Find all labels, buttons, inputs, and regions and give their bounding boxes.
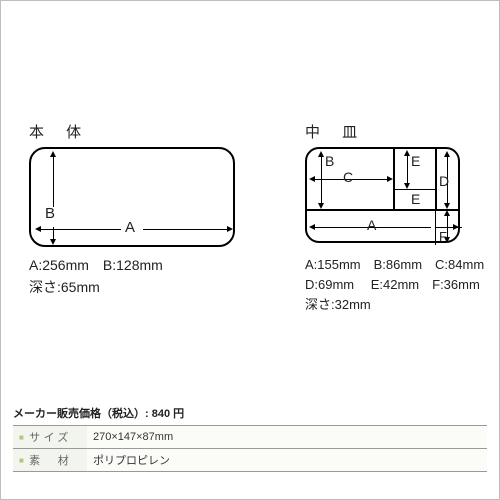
nakazu-F-line <box>447 212 448 240</box>
arrow-icon <box>318 203 324 209</box>
spec-val-material: ポリプロピレン <box>87 449 487 472</box>
spec-key-material: 素 材 <box>13 449 87 472</box>
hontai-dim-row-1: A:256mm B:128mm <box>29 255 163 277</box>
hontai-dim-row-2: 深さ:65mm <box>29 277 163 299</box>
hontai-A-line <box>39 229 121 230</box>
arrow-icon <box>404 150 410 156</box>
product-spec-diagram: 本 体 B A A:256mm B:128mm 深さ:65mm 中 皿 <box>0 0 500 500</box>
hontai-B-label: B <box>45 205 55 222</box>
hontai-dimensions-text: A:256mm B:128mm 深さ:65mm <box>29 255 163 298</box>
arrow-icon <box>444 210 450 216</box>
hontai-A-label: A <box>125 219 135 236</box>
arrow-icon <box>309 176 315 182</box>
arrow-icon <box>404 183 410 189</box>
nakazu-dim-row-3: 深さ:32mm <box>305 295 484 315</box>
nakazu-D-label: D <box>439 173 449 189</box>
nakazu-F-label: F <box>439 229 447 244</box>
arrow-icon <box>318 151 324 157</box>
diagram-area: 本 体 B A A:256mm B:128mm 深さ:65mm 中 皿 <box>29 121 473 351</box>
table-row: サイズ 270×147×87mm <box>13 426 487 449</box>
arrow-icon <box>227 226 233 232</box>
price-label: メーカー販売価格（税込）: <box>13 408 149 420</box>
nakazu-dim-row-2: D:69mm E:42mm F:36mm <box>305 275 484 295</box>
spec-table: サイズ 270×147×87mm 素 材 ポリプロピレン <box>13 425 487 472</box>
price-value: 840 円 <box>152 408 184 420</box>
bottom-spec-block: メーカー販売価格（税込）: 840 円 サイズ 270×147×87mm 素 材… <box>13 405 487 469</box>
price-line: メーカー販売価格（税込）: 840 円 <box>13 405 487 425</box>
nakazu-dim-row-1: A:155mm B:86mm C:84mm <box>305 255 484 275</box>
nakazu-A-line2 <box>441 227 455 228</box>
hontai-title: 本 体 <box>29 121 90 142</box>
nakazu-dimensions-text: A:155mm B:86mm C:84mm D:69mm E:42mm F:36… <box>305 255 484 315</box>
hontai-B-line <box>53 153 54 207</box>
nakazu-divider-v1 <box>393 149 395 209</box>
nakazu-divider-h-right <box>393 189 437 190</box>
nakazu-divider-v3 <box>435 209 436 245</box>
nakazu-E-label-2: E <box>411 191 420 207</box>
arrow-icon <box>35 226 41 232</box>
hontai-A-line2 <box>143 229 229 230</box>
spec-key-size: サイズ <box>13 426 87 449</box>
nakazu-divider-v2 <box>435 149 437 209</box>
hontai-box: B A <box>29 147 235 247</box>
arrow-icon <box>50 151 56 157</box>
arrow-icon <box>387 176 393 182</box>
arrow-icon <box>309 224 315 230</box>
arrow-icon <box>444 151 450 157</box>
nakazu-box: B C E E D A <box>305 147 460 243</box>
nakazu-E-label: E <box>411 153 420 169</box>
spec-val-size: 270×147×87mm <box>87 426 487 449</box>
nakazu-C-label: C <box>343 169 353 185</box>
nakazu-B-label: B <box>325 153 334 169</box>
nakazu-title: 中 皿 <box>305 121 366 142</box>
nakazu-A-label: A <box>367 217 376 233</box>
nakazu-E-line <box>407 152 408 186</box>
arrow-icon <box>444 203 450 209</box>
table-row: 素 材 ポリプロピレン <box>13 449 487 472</box>
